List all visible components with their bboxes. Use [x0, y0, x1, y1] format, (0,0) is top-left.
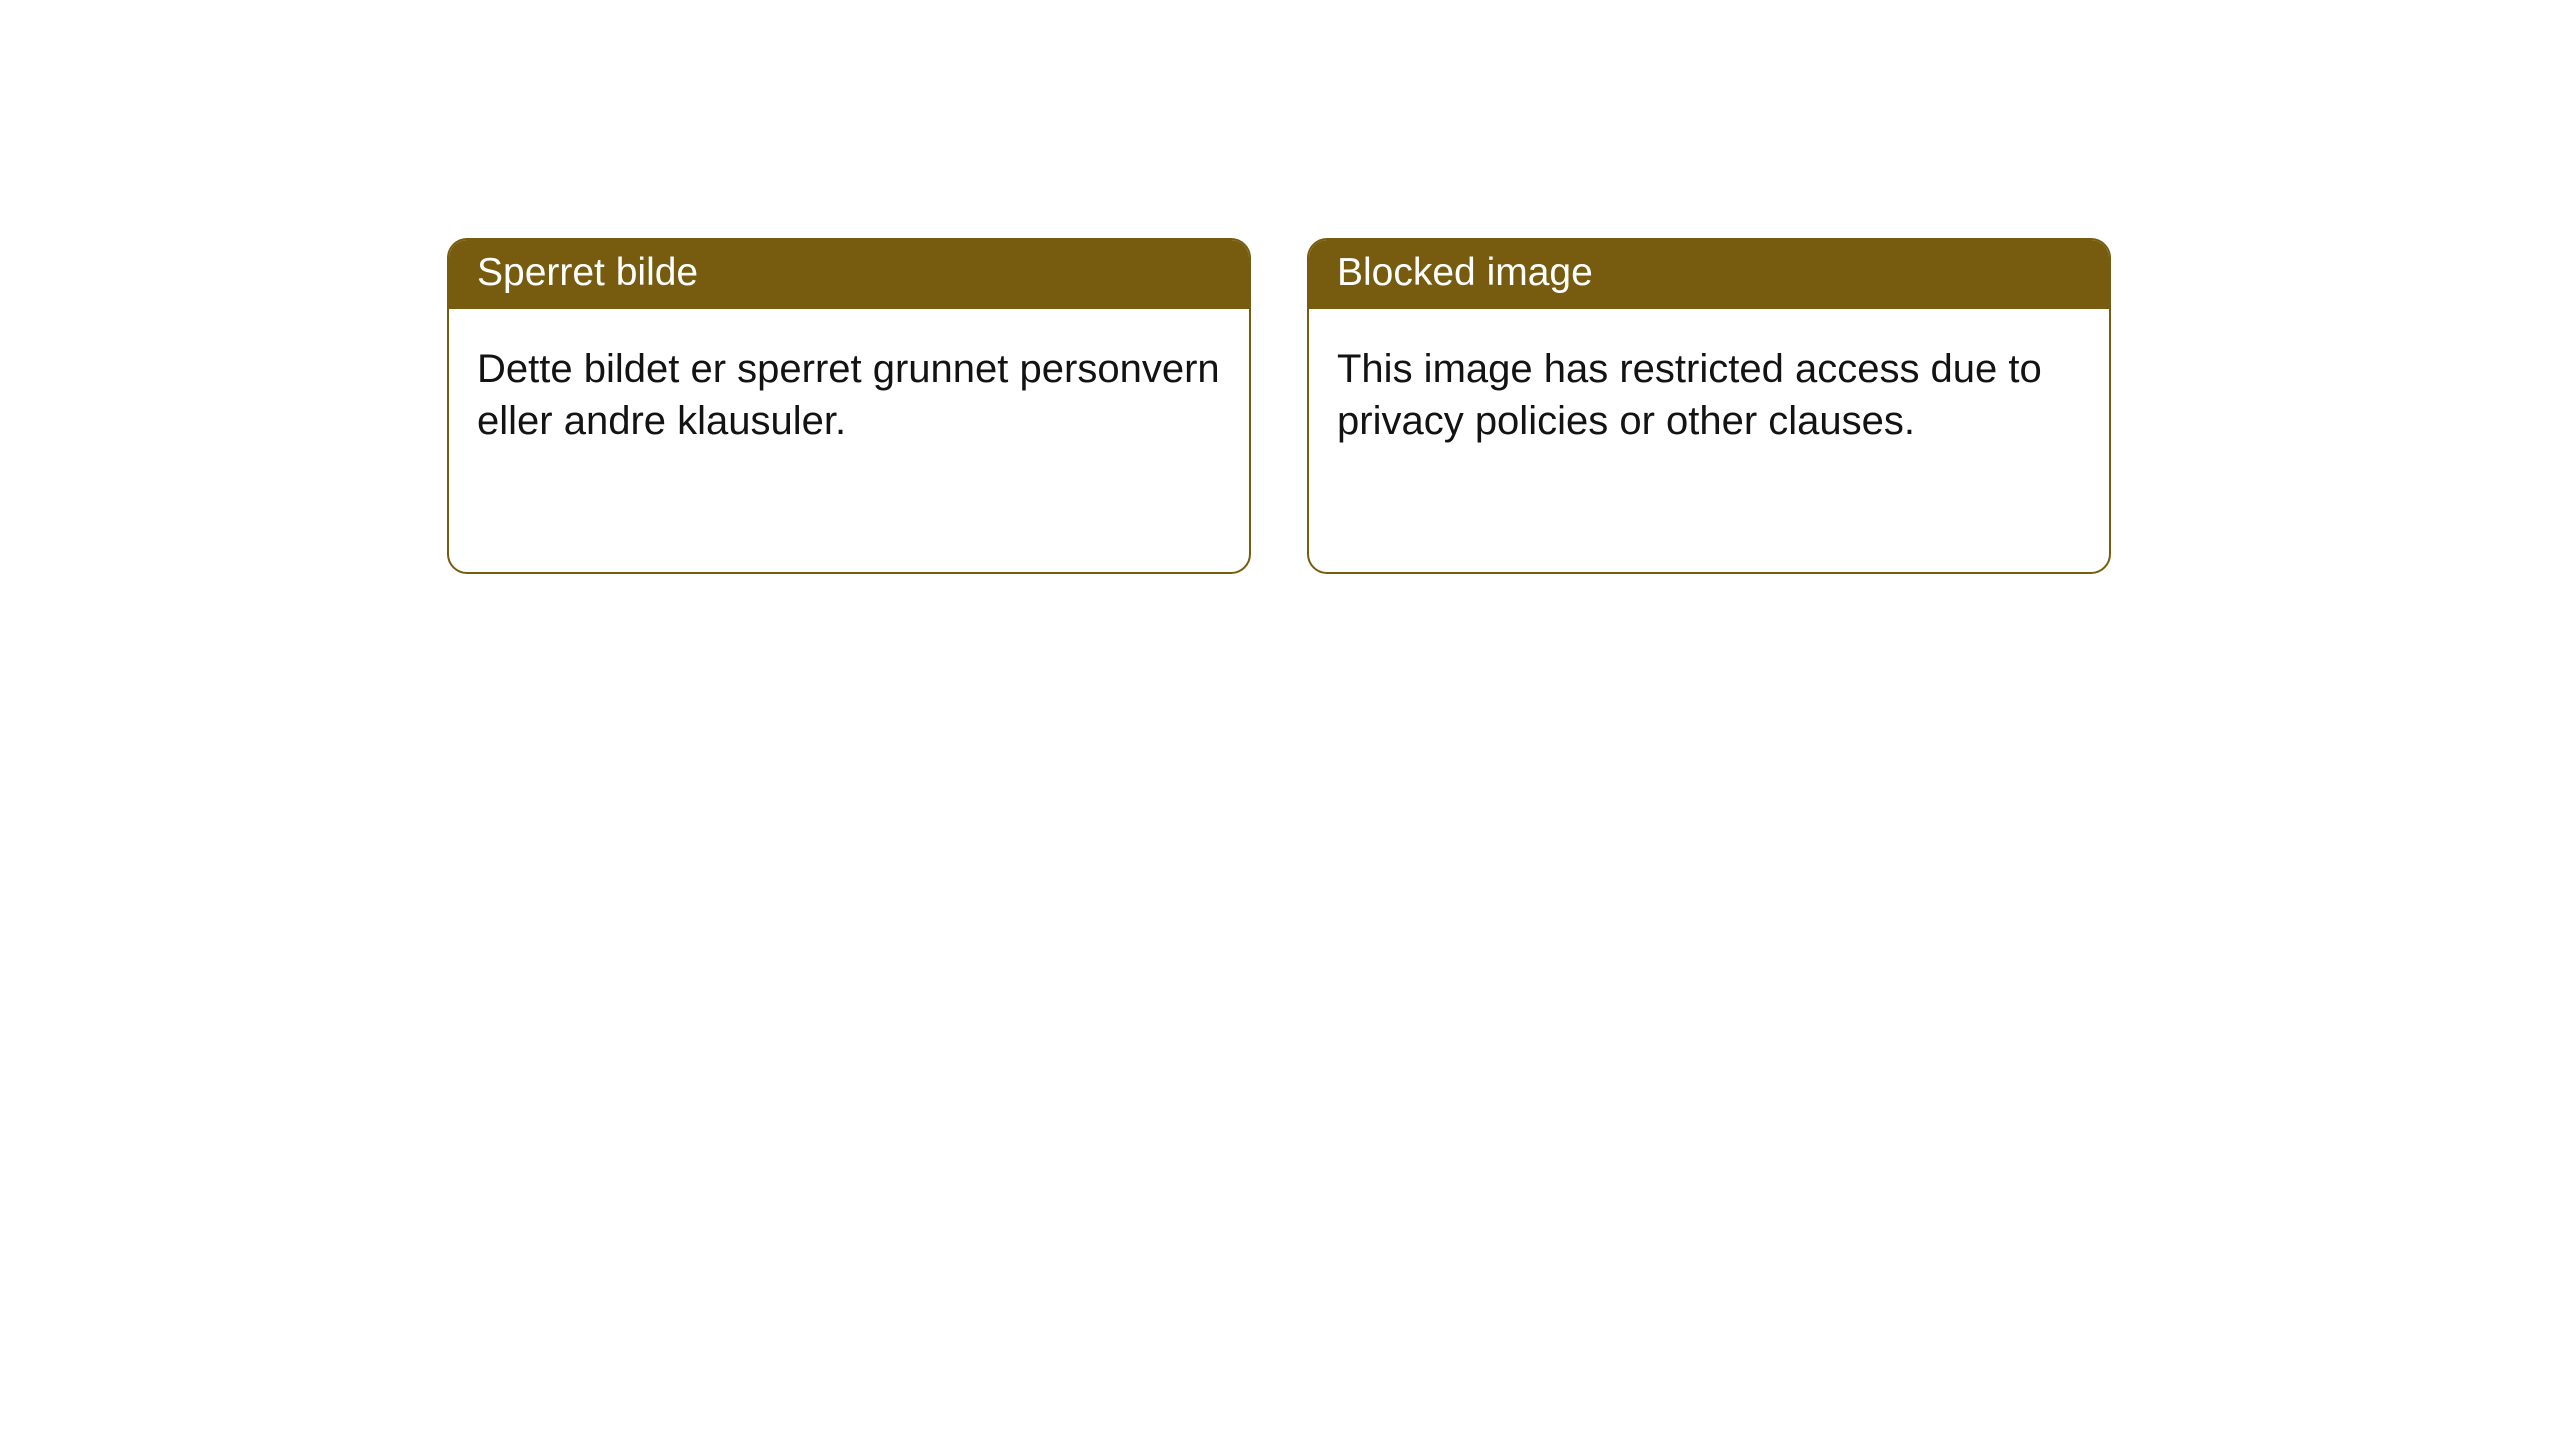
- blocked-image-card-english: Blocked image This image has restricted …: [1307, 238, 2111, 574]
- card-header-english: Blocked image: [1309, 240, 2109, 309]
- blocked-image-cards-container: Sperret bilde Dette bildet er sperret gr…: [447, 238, 2111, 574]
- blocked-image-card-norwegian: Sperret bilde Dette bildet er sperret gr…: [447, 238, 1251, 574]
- card-body-norwegian: Dette bildet er sperret grunnet personve…: [449, 309, 1249, 481]
- card-body-english: This image has restricted access due to …: [1309, 309, 2109, 481]
- card-header-norwegian: Sperret bilde: [449, 240, 1249, 309]
